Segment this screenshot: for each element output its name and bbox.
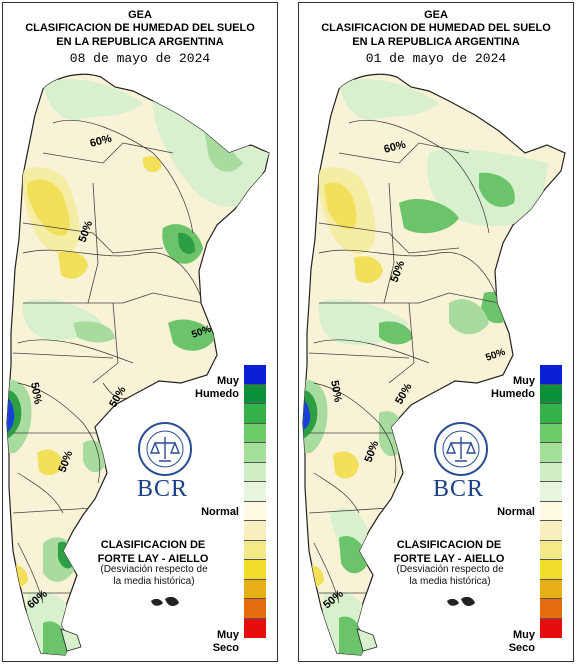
org-label: GEA [424,9,448,21]
legend-swatch [244,521,266,541]
legend-swatch [540,599,562,619]
map-date: 01 de mayo de 2024 [365,51,507,66]
legend-swatch [540,365,562,385]
legend-swatch [540,462,562,482]
legend-swatch [540,443,562,463]
isoline-label: 50% [328,379,344,403]
isoline-label: 50% [28,381,44,405]
legend-swatch [540,618,562,638]
title-line-2: EN LA REPUBLICA ARGENTINA [352,36,520,48]
legend-swatch [244,540,266,560]
moisture-zones [7,79,269,656]
classification-title: CLASIFICACION DE FORTE LAY - AIELLO [393,539,505,565]
legend-swatch [244,423,266,443]
legend-swatch [540,579,562,599]
bcr-seal-logo [138,422,192,476]
province-borders [12,142,204,594]
isoline-label: 60% [89,133,114,150]
legend-label-muy-seco: Muy Seco [212,629,239,654]
bcr-seal-logo [434,422,488,476]
legend-label-normal: Normal [201,506,239,518]
legend-swatch [244,365,266,385]
tierra-del-fuego [356,628,378,652]
legend-swatch [540,404,562,424]
argentina-map: 60% 50% 50% 50% 50% 50% 60% [6,73,270,656]
map-date: 08 de mayo de 2024 [69,51,211,66]
falkland-islands [151,596,179,607]
soil-moisture-map-panel-left: GEA CLASIFICACION DE HUMEDAD DEL SUELO E… [2,2,278,662]
color-legend [244,365,266,638]
argentina-map: 60% 50% 50% 50% 50% 50% 50% [302,73,566,656]
org-label: GEA [128,9,152,21]
legend-swatch [244,579,266,599]
legend-label-muy-humedo: Muy Humedo [195,375,239,400]
legend-swatch [540,482,562,502]
deviation-note: (Desviación respecto de la media históri… [396,564,504,587]
legend-swatch [244,482,266,502]
legend-swatch [244,560,266,580]
isolines [17,119,204,604]
deviation-note: (Desviación respecto de la media históri… [100,564,208,587]
tierra-del-fuego [60,628,82,652]
legend-label-muy-seco: Muy Seco [508,629,535,654]
legend-swatch [244,443,266,463]
isolines [313,119,500,604]
legend-swatch [244,384,266,404]
legend-label-muy-humedo: Muy Humedo [491,375,535,400]
isoline-label: 60% [383,139,408,156]
legend-label-normal: Normal [497,506,535,518]
legend-swatch [244,618,266,638]
legend-swatch [540,384,562,404]
color-legend [540,365,562,638]
falkland-islands [447,596,475,607]
legend-swatch [540,521,562,541]
province-borders [308,142,500,594]
title-line-1: CLASIFICACION DE HUMEDAD DEL SUELO [25,22,255,34]
legend-swatch [244,501,266,521]
title-line-1: CLASIFICACION DE HUMEDAD DEL SUELO [321,22,551,34]
legend-swatch [244,404,266,424]
soil-moisture-map-panel-right: GEA CLASIFICACION DE HUMEDAD DEL SUELO E… [298,2,574,662]
legend-swatch [540,423,562,443]
legend-swatch [244,462,266,482]
bcr-logo-text: BCR [433,476,485,502]
classification-title: CLASIFICACION DE FORTE LAY - AIELLO [97,539,209,565]
bcr-logo-text: BCR [137,476,189,502]
legend-swatch [540,501,562,521]
legend-swatch [540,560,562,580]
title-line-2: EN LA REPUBLICA ARGENTINA [56,36,224,48]
legend-swatch [244,599,266,619]
legend-swatch [540,540,562,560]
